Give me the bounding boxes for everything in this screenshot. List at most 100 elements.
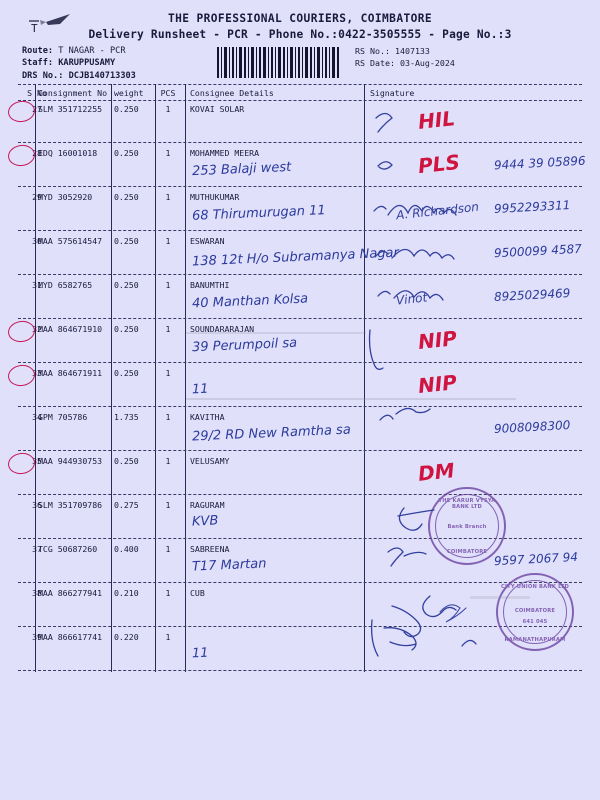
table-column-divider bbox=[111, 84, 112, 672]
signature-annotation: Vinot bbox=[395, 290, 428, 308]
cell-sno: 36 bbox=[32, 500, 42, 510]
circled-serial-marker bbox=[6, 451, 37, 476]
cell-pcs: 1 bbox=[165, 236, 171, 246]
table-row-divider bbox=[18, 406, 582, 407]
cell-consignee-name: BANUMTHI bbox=[190, 280, 230, 290]
table-row-divider bbox=[18, 318, 582, 319]
drs-value: DCJB140713303 bbox=[68, 70, 136, 81]
handwritten-address: 253 Balaji west bbox=[191, 159, 292, 180]
cell-consignment-no: MAA 864671911 bbox=[38, 368, 103, 378]
cell-consignment-no: MAA 944930753 bbox=[38, 456, 103, 466]
column-header-consignment-no: Consignment No bbox=[38, 88, 108, 98]
table-row-divider bbox=[18, 230, 582, 231]
cell-consignee-name: CUB bbox=[190, 588, 205, 598]
table-row-divider bbox=[18, 186, 582, 187]
cell-pcs: 1 bbox=[165, 192, 171, 202]
cell-weight: 0.250 bbox=[114, 324, 139, 334]
cell-consignment-no: MYD 3052920 bbox=[38, 192, 93, 202]
runsheet-meta-left: Route: T NAGAR - PCR Staff: KARUPPUSAMY … bbox=[22, 45, 136, 82]
cell-sno: 39 bbox=[32, 632, 42, 642]
handwritten-address: KVB bbox=[191, 513, 219, 530]
handwritten-phone-number: 9444 39 05896 bbox=[493, 153, 586, 173]
svg-text:T: T bbox=[31, 22, 38, 35]
signature-annotation: NIP bbox=[416, 370, 458, 398]
cell-sno: 30 bbox=[32, 236, 42, 246]
cell-consignee-name: ESWARAN bbox=[190, 236, 225, 246]
signature-annotation: PLS bbox=[416, 149, 461, 179]
rs-no: RS No.: 1407133 bbox=[355, 46, 430, 56]
cell-weight: 0.275 bbox=[114, 500, 139, 510]
table-row-divider bbox=[18, 274, 582, 275]
cell-pcs: 1 bbox=[165, 500, 171, 510]
cell-pcs: 1 bbox=[165, 588, 171, 598]
table-row-divider bbox=[18, 142, 582, 143]
handwritten-address: 11 bbox=[191, 645, 209, 662]
staff-value: KARUPPUSAMY bbox=[58, 58, 116, 69]
cell-pcs: 1 bbox=[165, 632, 171, 642]
cell-weight: 0.250 bbox=[114, 368, 139, 378]
column-header-weight: weight bbox=[114, 88, 144, 98]
signature-annotation: A. Richardson bbox=[395, 199, 480, 223]
cell-consignee-name: KOVAI SOLAR bbox=[190, 104, 245, 114]
page-title: THE PROFESSIONAL COURIERS, COIMBATORE bbox=[167, 12, 432, 25]
route-label: Route: bbox=[22, 46, 54, 56]
table-row-divider bbox=[18, 450, 582, 451]
table-row-divider bbox=[18, 538, 582, 539]
table-row-divider bbox=[18, 100, 582, 101]
handwritten-address: 39 Perumpoil sa bbox=[191, 335, 298, 356]
cell-consignee-name: SABREENA bbox=[190, 544, 230, 554]
table-column-divider bbox=[185, 84, 186, 672]
cell-consignee-name: SOUNDARARAJAN bbox=[190, 324, 255, 334]
table-row-divider bbox=[18, 362, 582, 363]
cell-sno: 38 bbox=[32, 588, 42, 598]
cell-pcs: 1 bbox=[165, 412, 171, 422]
handwritten-address: 29/2 RD New Ramtha sa bbox=[191, 422, 352, 445]
cell-weight: 0.250 bbox=[114, 236, 139, 246]
signature-annotation: NIP bbox=[416, 326, 458, 354]
column-header-pcs: PCS bbox=[160, 88, 176, 98]
cell-sno: 37 bbox=[32, 544, 42, 554]
signature-annotation: DM bbox=[416, 458, 456, 486]
cell-pcs: 1 bbox=[165, 368, 171, 378]
cell-pcs: 1 bbox=[165, 324, 171, 334]
cell-sno: 28 bbox=[32, 148, 42, 158]
cell-sno: 27 bbox=[32, 104, 42, 114]
table-row-divider bbox=[18, 84, 582, 85]
cell-consignment-no: EDQ 16001018 bbox=[38, 148, 98, 158]
cell-consignment-no: MAA 864671910 bbox=[38, 324, 103, 334]
handwritten-address: 68 Thirumurugan 11 bbox=[191, 203, 326, 224]
circled-serial-marker bbox=[6, 319, 37, 344]
cell-weight: 0.400 bbox=[114, 544, 139, 554]
cell-consignment-no: MYD 6582765 bbox=[38, 280, 93, 290]
cell-consignee-name: MUTHUKUMAR bbox=[190, 192, 240, 202]
table-column-divider bbox=[364, 84, 365, 672]
table-row-divider bbox=[18, 626, 582, 627]
circled-serial-marker bbox=[6, 143, 37, 168]
handwritten-phone-number: 9500099 4587 bbox=[493, 241, 583, 261]
cell-consignee-name: VELUSAMY bbox=[190, 456, 230, 466]
column-header-consignee: Consignee Details bbox=[190, 88, 274, 98]
cell-sno: 29 bbox=[32, 192, 42, 202]
handwritten-phone-number: 8925029469 bbox=[493, 286, 571, 304]
handwritten-address: 40 Manthan Kolsa bbox=[191, 291, 309, 312]
table-column-divider bbox=[35, 84, 36, 672]
cell-pcs: 1 bbox=[165, 104, 171, 114]
cell-weight: 0.250 bbox=[114, 456, 139, 466]
cell-pcs: 1 bbox=[165, 456, 171, 466]
cell-pcs: 1 bbox=[165, 148, 171, 158]
cell-consignment-no: SLM 351712255 bbox=[38, 104, 103, 114]
handwritten-phone-number: 9597 2067 94 bbox=[493, 549, 579, 569]
cell-consignee-name: RAGURAM bbox=[190, 500, 225, 510]
company-logo-icon: T bbox=[29, 14, 70, 35]
cell-weight: 0.250 bbox=[114, 148, 139, 158]
column-header-signature: Signature bbox=[370, 88, 415, 98]
cell-weight: 0.220 bbox=[114, 632, 139, 642]
page-subtitle: Delivery Runsheet - PCR - Phone No.:0422… bbox=[88, 28, 512, 41]
cell-weight: 0.250 bbox=[114, 280, 139, 290]
cell-sno: 34 bbox=[32, 412, 42, 422]
cell-weight: 0.250 bbox=[114, 104, 139, 114]
table-row-divider bbox=[18, 582, 582, 583]
cell-sno: 35 bbox=[32, 456, 42, 466]
